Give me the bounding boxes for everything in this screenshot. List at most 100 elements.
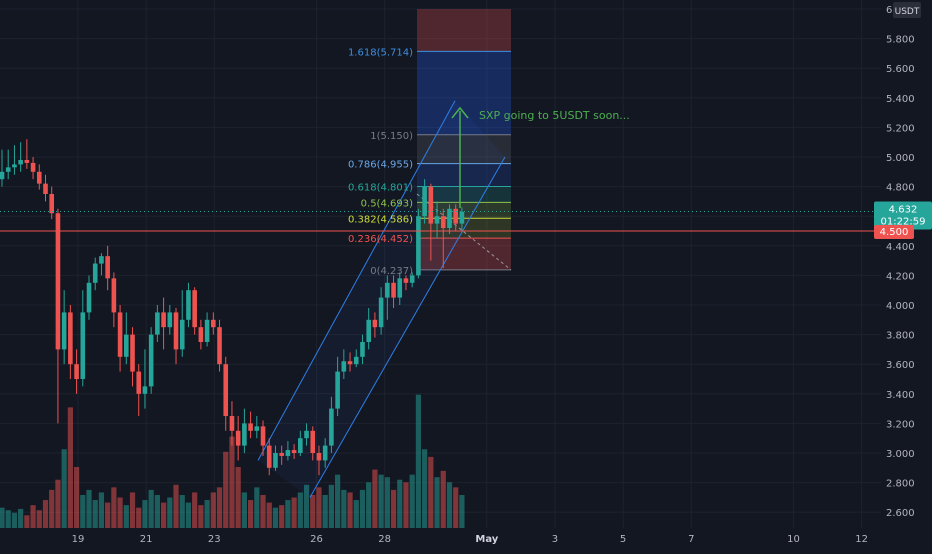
volume-bar bbox=[248, 500, 254, 528]
candle-body bbox=[124, 334, 129, 357]
price-tick-label: 4.400 bbox=[886, 242, 915, 253]
candle-body bbox=[322, 445, 328, 461]
volume-bar bbox=[160, 502, 167, 528]
fib-extension-zone[interactable] bbox=[416, 9, 512, 271]
volume-bar bbox=[428, 456, 434, 528]
time-axis-background bbox=[0, 528, 932, 550]
candle-body bbox=[12, 164, 17, 168]
candle-body bbox=[229, 416, 235, 431]
volume-bar bbox=[42, 500, 49, 528]
time-tick-label: 19 bbox=[72, 534, 85, 545]
volume-bar bbox=[440, 470, 446, 528]
candle-body bbox=[391, 282, 396, 298]
fib-band bbox=[417, 9, 511, 52]
volume-bar bbox=[241, 492, 247, 528]
fib-level-label: 0.382(4.586) bbox=[348, 214, 413, 225]
price-axis[interactable]: 6.0005.8005.6005.4005.2005.0004.8004.600… bbox=[881, 0, 932, 528]
volume-bar bbox=[154, 494, 160, 528]
volume-bar bbox=[123, 505, 129, 528]
candle-body bbox=[397, 278, 403, 298]
volume-bar bbox=[366, 482, 372, 528]
price-tick-label: 3.800 bbox=[886, 331, 915, 342]
candle-body bbox=[136, 371, 142, 394]
volume-bar bbox=[335, 474, 341, 528]
candle-body bbox=[0, 171, 5, 180]
volume-bar bbox=[173, 484, 179, 528]
volume-bar bbox=[179, 494, 185, 528]
candle-body bbox=[130, 334, 135, 372]
fib-level-label: 0.236(4.452) bbox=[348, 234, 413, 245]
volume-bar bbox=[359, 489, 366, 528]
price-tick-label: 4.000 bbox=[886, 301, 915, 312]
volume-bar bbox=[18, 508, 24, 528]
bar-countdown: 01:22:59 bbox=[881, 216, 926, 227]
price-axis-background bbox=[881, 0, 932, 528]
volume-bar bbox=[322, 494, 328, 528]
volume-bar bbox=[378, 474, 384, 528]
volume-bar bbox=[98, 492, 105, 528]
candle-body bbox=[298, 438, 303, 453]
fib-level-label: 1.618(5.714) bbox=[348, 47, 413, 58]
candle-body bbox=[92, 263, 98, 283]
candle-body bbox=[86, 282, 92, 313]
candle-body bbox=[105, 256, 110, 279]
volume-bar bbox=[310, 494, 316, 528]
candle-body bbox=[18, 159, 23, 165]
price-tick-label: 3.200 bbox=[886, 419, 915, 430]
candle-body bbox=[142, 386, 148, 394]
candle-body bbox=[285, 450, 291, 456]
fib-band bbox=[417, 134, 511, 164]
price-tick-label: 2.600 bbox=[886, 508, 915, 519]
candle-body bbox=[248, 423, 253, 431]
volume-bar bbox=[5, 510, 11, 528]
channel-upper bbox=[257, 100, 456, 461]
volume-bar bbox=[453, 487, 459, 528]
grid bbox=[0, 0, 881, 528]
candle-body bbox=[316, 453, 322, 461]
volume-bar bbox=[210, 492, 216, 528]
candle-body bbox=[80, 312, 86, 379]
price-tick-label: 3.000 bbox=[886, 449, 915, 460]
volume-bar bbox=[92, 500, 98, 528]
volume-bars bbox=[0, 394, 465, 528]
volume-bar bbox=[0, 507, 5, 528]
volume-bar bbox=[185, 502, 192, 528]
time-tick-label: 28 bbox=[378, 534, 391, 545]
candle-body bbox=[341, 361, 347, 372]
volume-bar bbox=[446, 482, 453, 528]
price-tick-label: 3.400 bbox=[886, 390, 915, 401]
time-axis[interactable]: 19 21 23 26 28 May 3 5 7 10 12 bbox=[0, 528, 932, 550]
candle-body bbox=[291, 450, 297, 453]
annotation-group[interactable]: SXP going to 5USDT soon... bbox=[451, 106, 630, 208]
time-tick-label: 10 bbox=[787, 534, 800, 545]
candle-body bbox=[179, 319, 185, 350]
volume-bar bbox=[111, 487, 117, 528]
candle-body bbox=[148, 334, 154, 387]
candle-body bbox=[416, 216, 421, 276]
arrow-up-icon bbox=[451, 106, 469, 119]
time-tick-label: 12 bbox=[855, 534, 868, 545]
candles bbox=[0, 139, 465, 476]
volume-bar bbox=[409, 474, 415, 528]
currency-badge[interactable] bbox=[893, 2, 921, 18]
channel-lower bbox=[309, 156, 506, 498]
volume-bar bbox=[136, 507, 142, 528]
price-lines bbox=[0, 210, 881, 232]
fib-band bbox=[417, 186, 511, 203]
price-tick-label: 5.000 bbox=[886, 153, 915, 164]
volume-bar bbox=[229, 436, 235, 528]
volume-bar bbox=[434, 477, 440, 528]
fib-labels: 1.618(5.714) 1(5.150) 0.786(4.955) 0.618(4.… bbox=[348, 47, 413, 277]
price-tick-label: 4.800 bbox=[886, 183, 915, 194]
candle-body bbox=[453, 208, 458, 224]
current-price: 4.632 bbox=[889, 204, 918, 215]
candle-body bbox=[99, 256, 104, 264]
fib-band bbox=[417, 163, 511, 187]
candle-body bbox=[372, 319, 378, 328]
candle-body bbox=[422, 186, 427, 217]
volume-bar bbox=[117, 497, 123, 528]
price-tick-label: 5.200 bbox=[886, 123, 915, 134]
volume-bar bbox=[216, 487, 223, 528]
